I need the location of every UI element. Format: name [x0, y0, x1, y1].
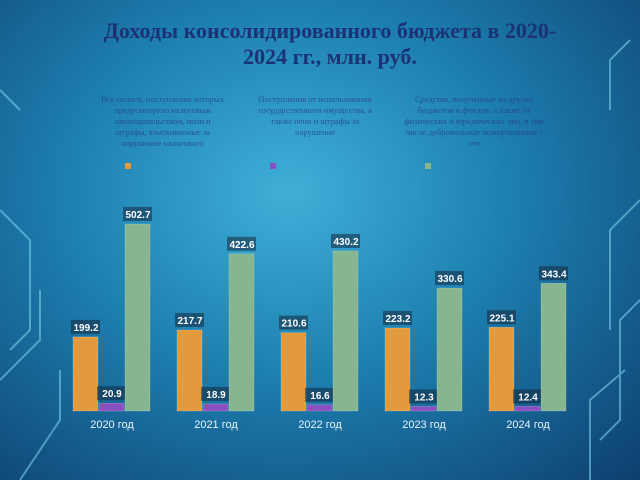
data-label-box	[435, 271, 464, 286]
data-label-box	[227, 236, 256, 251]
data-label: 199.2	[73, 323, 98, 334]
bar	[176, 329, 203, 412]
data-label-box	[331, 233, 360, 248]
circuit-decoration	[0, 39, 640, 480]
data-label-box	[305, 387, 334, 402]
data-label-box	[97, 386, 126, 401]
data-label: 16.6	[310, 391, 330, 402]
data-label: 20.9	[102, 389, 122, 400]
data-label-box	[201, 386, 230, 401]
bar	[488, 327, 515, 412]
data-label-box	[513, 389, 542, 404]
bar	[202, 403, 229, 412]
bar	[280, 332, 307, 412]
legend-swatch	[125, 163, 131, 169]
x-tick-label: 2024 год	[506, 419, 550, 431]
data-label: 210.6	[281, 319, 306, 330]
data-label-box	[71, 319, 100, 334]
data-label: 18.9	[206, 390, 226, 401]
x-tick-label: 2022 год	[298, 419, 342, 431]
data-label: 223.2	[385, 314, 410, 325]
bar	[384, 327, 411, 412]
data-label-box	[487, 310, 516, 325]
annotation: Средства, полученные из других бюджетов …	[404, 94, 544, 148]
bar	[228, 253, 255, 412]
bar	[72, 336, 99, 412]
chart-title: Доходы консолидированного бюджета в 2020…	[103, 18, 557, 69]
data-label-box	[279, 315, 308, 330]
bar	[332, 250, 359, 412]
legend-swatch	[270, 163, 276, 169]
bar	[436, 287, 463, 412]
data-label: 343.4	[541, 269, 566, 280]
data-label-box	[539, 266, 568, 281]
data-label: 422.6	[229, 240, 254, 251]
data-label: 330.6	[437, 274, 462, 285]
data-label: 225.1	[489, 313, 514, 324]
x-tick-label: 2020 год	[90, 419, 134, 431]
bar	[540, 283, 567, 412]
x-tick-label: 2023 год	[402, 419, 446, 431]
bar	[514, 406, 541, 412]
legend-swatch	[425, 163, 431, 169]
data-label-box	[123, 207, 152, 221]
data-label-box	[409, 389, 438, 404]
x-tick-label: 2021 год	[194, 419, 238, 431]
data-label: 430.2	[333, 237, 358, 248]
data-label: 12.3	[414, 392, 434, 403]
data-label-box	[175, 313, 204, 328]
annotation: Все налоги, поступление которых предусмо…	[101, 94, 224, 148]
data-label-box	[383, 310, 412, 325]
bar	[124, 223, 151, 412]
data-label: 502.7	[125, 210, 150, 221]
data-label: 217.7	[177, 316, 202, 327]
annotation: Поступления от использования государстве…	[258, 94, 372, 137]
bar	[98, 402, 125, 412]
bar	[410, 406, 437, 412]
data-label: 12.4	[518, 392, 538, 403]
bar	[306, 404, 333, 412]
